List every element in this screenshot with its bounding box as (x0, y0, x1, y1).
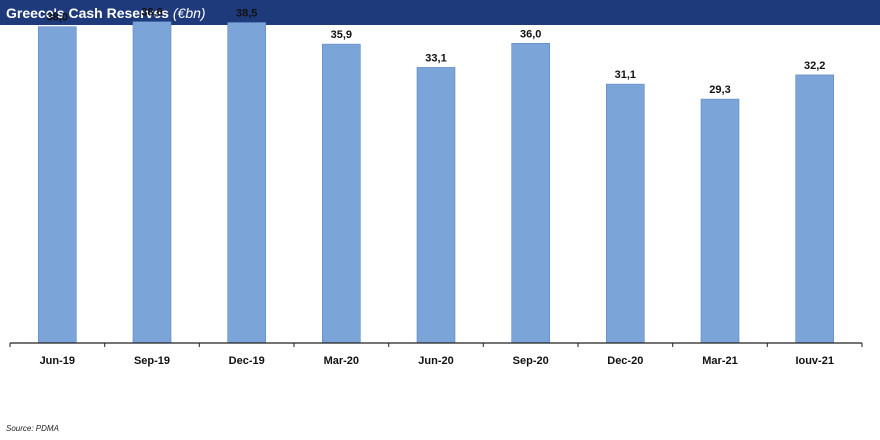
bar-iouv-21 (795, 74, 835, 344)
x-tick-label: Jun-19 (40, 355, 75, 367)
data-label: 36,0 (520, 28, 541, 40)
bar-dec-19 (227, 22, 266, 344)
data-label: 32,2 (804, 60, 825, 72)
bar-dec-20 (605, 83, 645, 344)
bar-jun-20 (416, 67, 456, 344)
x-tick-label: Sep-19 (134, 355, 170, 367)
bar-mar-20 (321, 43, 361, 344)
chart-title-bar: Greece's Cash Reserves (€bn) (0, 0, 880, 25)
x-tick-label: Dec-20 (607, 355, 643, 367)
data-label: 31,1 (615, 69, 636, 81)
chart-title-unit: (€bn) (172, 4, 206, 21)
bar-jun-19 (37, 26, 77, 344)
data-label: 38,6 (141, 7, 162, 19)
data-label: 38,0 (47, 12, 68, 24)
bar-mar-21 (700, 98, 740, 344)
x-tick-label: Dec-19 (229, 355, 265, 367)
chart-title: Greece's Cash Reserves (6, 4, 169, 21)
data-label: 29,3 (709, 84, 730, 96)
x-tick-label: Mar-21 (702, 355, 737, 367)
data-label: 33,1 (425, 52, 446, 64)
x-tick-label: Sep-20 (513, 355, 549, 367)
bar-sep-20 (511, 42, 551, 344)
data-label: 38,5 (236, 8, 257, 20)
x-tick-label: Mar-20 (324, 355, 359, 367)
x-tick-label: Iouv-21 (795, 355, 834, 367)
source-note: Source: PDMA (6, 424, 59, 433)
bar-sep-19 (132, 21, 172, 344)
data-label: 35,9 (331, 29, 352, 41)
x-tick-label: Jun-20 (418, 355, 453, 367)
